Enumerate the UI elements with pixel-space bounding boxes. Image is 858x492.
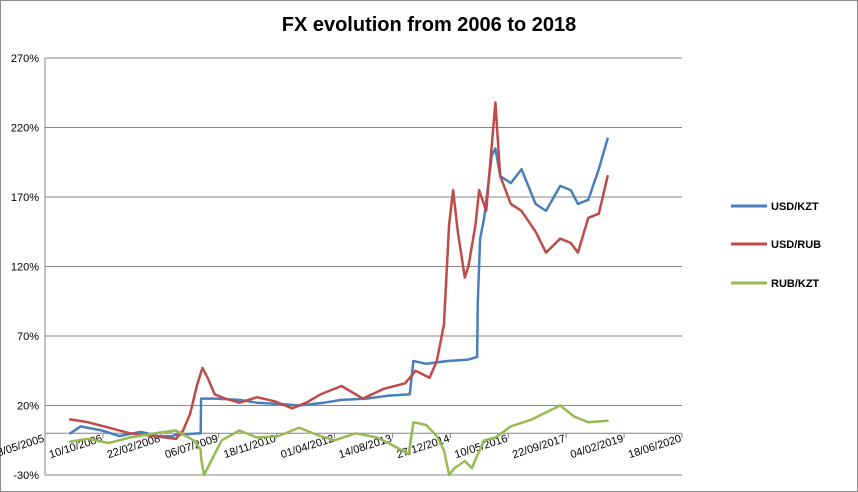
series-line-usd-rub <box>68 101 609 441</box>
y-tick-label: 70% <box>17 331 39 343</box>
series-line-rub-kzt <box>68 404 609 477</box>
series-line-usd-kzt <box>68 137 609 438</box>
x-tick-label: 18/06/2020 <box>627 433 683 461</box>
chart-title: FX evolution from 2006 to 2018 <box>281 14 577 36</box>
x-tick-label: 22/09/2017 <box>511 433 567 461</box>
legend-label: USD/KZT <box>771 201 819 213</box>
legend-label: USD/RUB <box>771 239 821 251</box>
y-tick-label: 270% <box>11 53 39 65</box>
y-tick-label: 170% <box>11 192 39 204</box>
y-tick-label: 220% <box>11 123 39 135</box>
x-tick-label: 04/02/2019 <box>569 433 625 461</box>
x-tick-label: 10/10/2006 <box>48 433 104 461</box>
y-tick-label: 120% <box>11 262 39 274</box>
legend-label: RUB/KZT <box>771 278 820 290</box>
y-tick-label: -30% <box>13 470 39 482</box>
x-tick-label: 28/05/2005 <box>0 433 46 461</box>
y-tick-label: 20% <box>17 401 39 413</box>
